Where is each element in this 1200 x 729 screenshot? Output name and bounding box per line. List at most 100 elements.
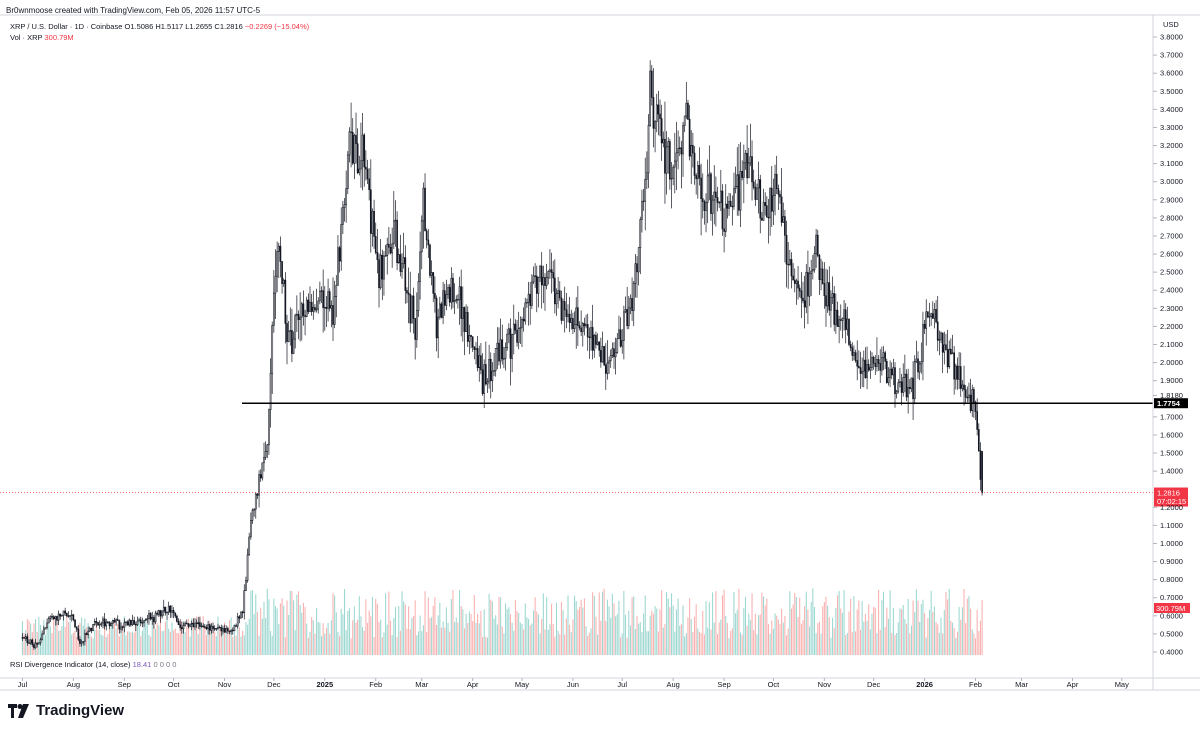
candle-body: [646, 172, 648, 180]
x-tick-label: Aug: [666, 680, 679, 689]
volume-bar: [812, 588, 814, 655]
candle-body: [427, 239, 430, 246]
volume-bar: [891, 632, 893, 655]
volume-bar: [350, 638, 352, 655]
candle-body: [966, 396, 969, 399]
candle-body: [723, 228, 725, 232]
volume-bar: [638, 623, 640, 655]
candle-body: [685, 102, 688, 117]
volume-bar: [560, 601, 562, 655]
candle-body: [700, 177, 702, 199]
candle-body: [476, 348, 479, 369]
candle-body: [583, 323, 586, 327]
candle-body: [494, 348, 497, 371]
volume-bar: [419, 615, 421, 655]
volume-bar: [657, 631, 659, 655]
y-tick-label: 3.8000: [1160, 33, 1183, 42]
candle-body: [664, 138, 666, 174]
volume-bar: [141, 630, 143, 655]
candle-body: [532, 275, 535, 283]
y-tick-label: 0.8000: [1160, 575, 1183, 584]
volume-label: Vol · XRP: [10, 33, 43, 42]
volume-bar: [429, 618, 431, 655]
volume-bar: [343, 588, 346, 655]
candle-body: [554, 277, 556, 305]
candle-body: [749, 156, 752, 164]
volume-bar: [588, 632, 590, 655]
volume-bar: [546, 597, 548, 655]
candle-body: [409, 293, 412, 324]
volume-bar: [293, 600, 295, 655]
candle-body: [598, 341, 601, 351]
volume-bar: [856, 609, 858, 655]
candle-body: [866, 364, 868, 378]
candle-body: [762, 202, 765, 221]
volume-bar: [848, 611, 850, 655]
volume-bar: [845, 635, 847, 655]
volume-bar: [146, 623, 148, 655]
volume-bar: [388, 591, 390, 655]
tradingview-logo[interactable]: TradingView: [8, 702, 124, 719]
candle-body: [782, 216, 785, 223]
candle-body: [917, 358, 919, 373]
volume-bar: [615, 616, 617, 655]
volume-bar: [95, 623, 97, 655]
volume-bar: [478, 623, 480, 655]
volume-bar: [937, 624, 939, 655]
candle-body: [895, 390, 898, 395]
candle-body: [358, 168, 361, 174]
candle-body: [862, 359, 865, 372]
candle-body: [728, 200, 730, 209]
volume-bar: [769, 633, 771, 655]
x-tick-label: Oct: [768, 680, 781, 689]
candle-body: [908, 386, 911, 389]
volume-bar: [393, 618, 395, 655]
x-tick-label: 2026: [916, 680, 933, 689]
volume-bar: [835, 608, 837, 655]
volume-bar: [570, 632, 572, 655]
volume-bar: [610, 617, 612, 655]
candle-body: [759, 179, 762, 219]
candle-body: [787, 263, 790, 266]
volume-bar: [179, 621, 181, 655]
volume-bar: [887, 618, 889, 655]
candle-body: [973, 389, 975, 403]
candle-body: [672, 166, 675, 179]
volume-bar: [935, 622, 937, 655]
candle-body: [742, 162, 745, 178]
volume-bar: [482, 636, 484, 655]
volume-bar: [457, 622, 459, 655]
candle-body: [200, 625, 203, 628]
volume-bar: [529, 625, 531, 655]
volume-bar: [48, 621, 50, 655]
candle-body: [900, 381, 903, 393]
candle-body: [591, 327, 594, 351]
volume-bar: [168, 628, 170, 655]
candle-body: [649, 70, 651, 126]
x-tick-label: Apr: [467, 680, 479, 689]
support-price-label: 1.7754: [1157, 399, 1181, 408]
volume-bar: [296, 594, 298, 655]
candle-body: [287, 330, 290, 342]
x-tick-label: Oct: [168, 680, 181, 689]
candle-body: [463, 307, 466, 332]
candle-body: [784, 216, 786, 236]
volume-bar: [76, 636, 78, 655]
volume-bar: [376, 603, 378, 655]
candle-body: [555, 293, 558, 305]
candle-body: [826, 282, 829, 307]
candle-body: [552, 272, 555, 279]
volume-bar: [518, 612, 520, 655]
x-tick-label: Jul: [617, 680, 627, 689]
support-price-tag: [1154, 398, 1188, 409]
candle-body: [368, 178, 370, 191]
candle-body: [595, 334, 597, 345]
y-tick-label: 1.9000: [1160, 376, 1183, 385]
volume-bar: [794, 592, 796, 655]
candle-body: [51, 615, 53, 618]
candle-body: [131, 620, 134, 626]
volume-bar: [575, 600, 577, 655]
candle-body: [577, 307, 579, 326]
candle-body: [951, 352, 954, 355]
